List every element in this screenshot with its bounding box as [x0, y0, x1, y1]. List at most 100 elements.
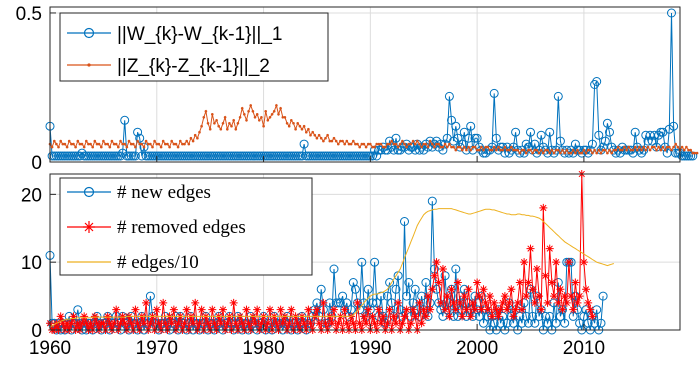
bottom-point-removed-edges — [430, 271, 439, 280]
top-point-z-k-z-k-1-2 — [217, 124, 220, 128]
top-panel: 00.5 ||W_{k}-W_{k-1}||_1 ||Z_{k}-Z_{k-1}… — [16, 4, 699, 174]
top-point-w-k-w-k-1-1 — [310, 151, 320, 161]
bottom-point-removed-edges — [571, 278, 580, 287]
top-point-z-k-z-k-1-2 — [200, 124, 203, 128]
top-point-z-k-z-k-1-2 — [221, 122, 225, 125]
top-y-tick-label: 0.5 — [16, 4, 42, 25]
top-point-z-k-z-k-1-2 — [57, 145, 60, 149]
top-point-z-k-z-k-1-2 — [275, 104, 278, 107]
top-point-z-k-z-k-1-2 — [388, 142, 391, 146]
top-point-w-k-w-k-1-1 — [58, 151, 68, 161]
legend-marker-new-edges — [83, 186, 95, 198]
bottom-point-removed-edges — [210, 319, 219, 328]
bottom-point-removed-edges — [120, 319, 129, 328]
top-point-z-k-z-k-1-2 — [648, 148, 652, 152]
top-point-z-k-z-k-1-2 — [53, 139, 56, 143]
bottom-series-line-edges-10 — [49, 208, 614, 328]
top-point-z-k-z-k-1-2 — [281, 116, 285, 119]
top-point-z-k-z-k-1-2 — [595, 151, 598, 155]
bottom-point-new-edges — [551, 318, 561, 328]
bottom-point-removed-edges — [152, 305, 161, 314]
bottom-point-removed-edges — [451, 305, 460, 314]
bottom-point-removed-edges — [520, 258, 529, 267]
top-point-z-k-z-k-1-2 — [465, 148, 468, 152]
bottom-point-removed-edges — [498, 298, 507, 307]
top-point-z-k-z-k-1-2 — [196, 136, 199, 140]
top-point-z-k-z-k-1-2 — [426, 145, 430, 149]
top-point-z-k-z-k-1-2 — [473, 145, 477, 149]
top-point-z-k-z-k-1-2 — [63, 142, 67, 146]
top-point-z-k-z-k-1-2 — [661, 145, 665, 149]
top-point-w-k-w-k-1-1 — [587, 139, 597, 149]
bottom-point-removed-edges — [515, 278, 524, 287]
bottom-point-removed-edges — [349, 319, 358, 328]
bottom-y-tick-label: 0 — [31, 321, 42, 342]
top-point-z-k-z-k-1-2 — [384, 145, 387, 149]
top-point-z-k-z-k-1-2 — [486, 145, 490, 149]
bottom-point-new-edges — [73, 305, 83, 315]
bottom-point-removed-edges — [56, 312, 65, 321]
top-point-z-k-z-k-1-2 — [516, 148, 519, 152]
top-point-z-k-z-k-1-2 — [668, 145, 671, 149]
bottom-point-removed-edges — [330, 305, 339, 314]
top-point-z-k-z-k-1-2 — [185, 139, 188, 143]
x-tick-label-1960: 1960 — [29, 338, 71, 359]
legend-entry-removed-edges: # removed edges — [67, 217, 246, 238]
top-point-z-k-z-k-1-2 — [394, 142, 398, 146]
bottom-point-removed-edges — [483, 305, 492, 314]
bottom-point-new-edges — [517, 318, 527, 328]
bottom-point-removed-edges — [182, 305, 191, 314]
top-point-w-k-w-k-1-1 — [107, 151, 117, 161]
legend-entry-z-norm: ||Z_{k}-Z_{k-1}||_2 — [67, 56, 270, 77]
top-point-z-k-z-k-1-2 — [612, 148, 616, 152]
top-point-w-k-w-k-1-1 — [340, 151, 350, 161]
bottom-point-removed-edges — [434, 278, 443, 287]
legend-entry-edges-per-10: # edges/10 — [67, 252, 199, 273]
top-point-z-k-z-k-1-2 — [685, 145, 688, 149]
top-point-z-k-z-k-1-2 — [625, 148, 628, 152]
top-point-z-k-z-k-1-2 — [403, 142, 406, 146]
top-point-z-k-z-k-1-2 — [574, 151, 577, 155]
bottom-point-new-edges — [451, 264, 461, 274]
bottom-point-removed-edges — [496, 305, 505, 314]
top-point-w-k-w-k-1-1 — [316, 151, 326, 161]
top-point-w-k-w-k-1-1 — [605, 127, 614, 137]
top-point-w-k-w-k-1-1 — [286, 151, 296, 161]
top-point-z-k-z-k-1-2 — [238, 116, 242, 119]
bottom-point-removed-edges — [216, 319, 225, 328]
top-point-z-k-z-k-1-2 — [102, 139, 105, 143]
top-point-w-k-w-k-1-1 — [594, 130, 604, 140]
top-point-w-k-w-k-1-1 — [269, 151, 279, 161]
top-point-z-k-z-k-1-2 — [524, 151, 528, 155]
top-point-w-k-w-k-1-1 — [137, 151, 147, 161]
bottom-point-removed-edges — [204, 319, 213, 328]
top-point-z-k-z-k-1-2 — [691, 151, 695, 155]
bottom-point-removed-edges — [438, 264, 447, 273]
legend-label-edges-per-10: # edges/10 — [117, 252, 199, 273]
bottom-point-removed-edges — [436, 298, 445, 307]
legend-label-z-norm: ||Z_{k}-Z_{k-1}||_2 — [117, 56, 270, 77]
bottom-point-removed-edges — [458, 312, 467, 321]
top-point-w-k-w-k-1-1 — [536, 130, 546, 140]
bottom-y-tick-label: 20 — [21, 185, 42, 206]
top-point-w-k-w-k-1-1 — [190, 151, 200, 161]
top-point-z-k-z-k-1-2 — [561, 148, 564, 152]
top-point-z-k-z-k-1-2 — [358, 145, 362, 149]
bottom-point-removed-edges — [195, 319, 204, 328]
bottom-point-removed-edges — [189, 319, 198, 328]
top-point-w-k-w-k-1-1 — [246, 151, 256, 161]
top-point-w-k-w-k-1-1 — [88, 151, 98, 161]
top-point-z-k-z-k-1-2 — [354, 142, 357, 146]
bottom-point-removed-edges — [80, 312, 89, 321]
top-point-z-k-z-k-1-2 — [136, 139, 139, 143]
bottom-point-removed-edges — [82, 319, 91, 328]
top-point-w-k-w-k-1-1 — [459, 127, 469, 137]
bottom-point-removed-edges — [353, 298, 362, 307]
top-point-w-k-w-k-1-1 — [90, 151, 100, 161]
bottom-point-removed-edges — [550, 292, 558, 301]
top-point-w-k-w-k-1-1 — [69, 151, 78, 161]
top-point-z-k-z-k-1-2 — [230, 124, 233, 128]
bottom-point-removed-edges — [473, 278, 482, 287]
top-point-w-k-w-k-1-1 — [647, 136, 657, 146]
bottom-point-removed-edges — [161, 319, 170, 328]
